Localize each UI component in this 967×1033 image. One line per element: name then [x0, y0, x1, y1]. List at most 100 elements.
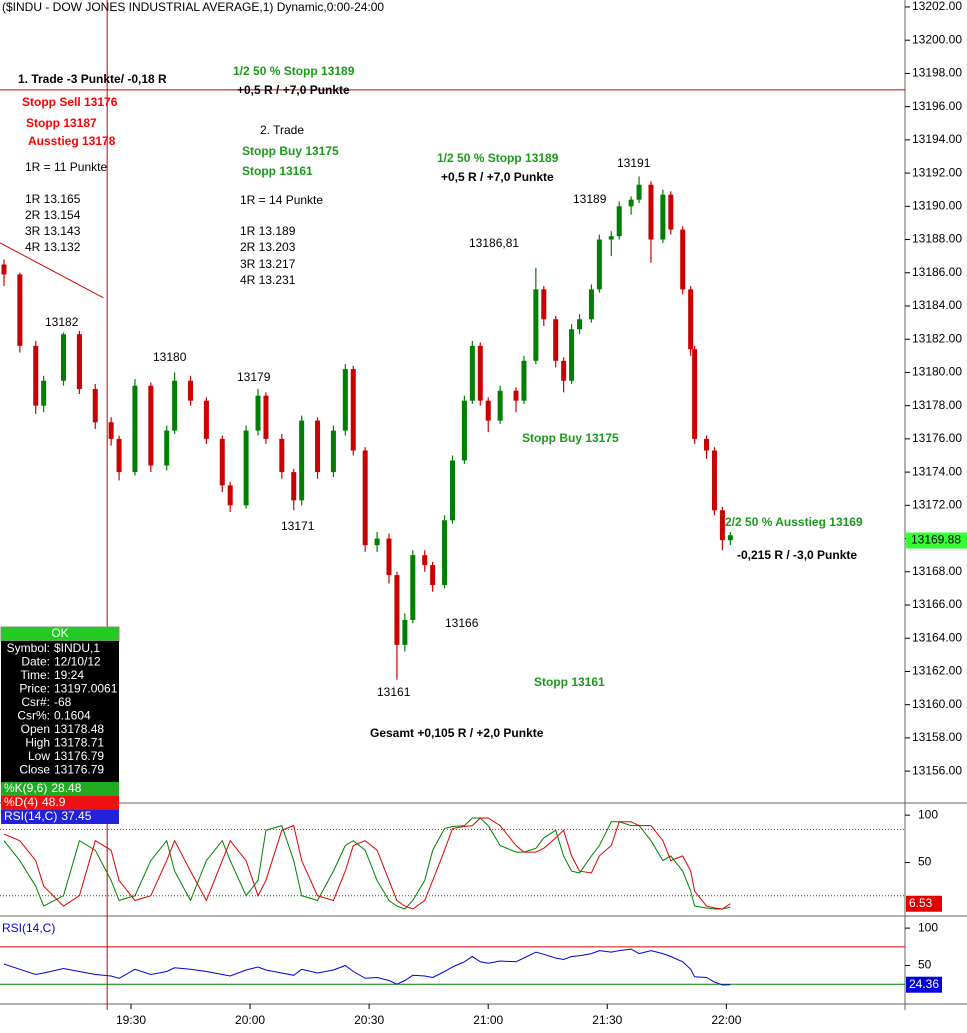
candle-body: [442, 520, 448, 586]
candle-body: [608, 236, 614, 240]
indicator-value: 28.48: [51, 781, 81, 795]
annotation: 1R 13.165: [25, 192, 81, 206]
last-value-label: 6.53: [909, 896, 933, 910]
candle-body: [533, 289, 539, 361]
last-value-label: 24.36: [909, 977, 939, 991]
y-tick-label: 13192.00: [912, 165, 962, 179]
data-window-value: 13178.71: [54, 736, 104, 750]
data-window-value: 13197.0061: [54, 682, 118, 696]
annotation: Stopp Buy 13175: [522, 431, 619, 445]
annotation: 13189: [573, 192, 607, 206]
candle-body: [172, 380, 178, 431]
chart-header: ($INDU - DOW JONES INDUSTRIAL AVERAGE,1)…: [2, 0, 384, 14]
candle-body: [660, 194, 666, 240]
annotation: 13179: [237, 370, 271, 384]
candle-body: [41, 380, 47, 406]
annotation: +0,5 R / +7,0 Punkte: [237, 83, 350, 97]
indicator-line: [3, 948, 731, 986]
candle-body: [668, 194, 674, 230]
candle-body: [350, 369, 356, 451]
data-window-label: High: [25, 736, 50, 750]
candle-body: [616, 206, 622, 237]
annotation: -0,215 R / -3,0 Punkte: [737, 548, 857, 562]
x-tick-label: 21:00: [473, 1013, 503, 1027]
candle-body: [541, 289, 547, 320]
x-tick-label: 19:30: [116, 1013, 146, 1027]
annotation: 13186,81: [469, 236, 519, 250]
data-window-value: 13176.79: [54, 749, 104, 763]
candle-body: [521, 360, 527, 401]
annotation: 2R 13.154: [25, 208, 81, 222]
annotation: 1R 13.189: [240, 224, 296, 238]
data-window-value: 13176.79: [54, 763, 104, 777]
indicator-value: 37.45: [61, 809, 91, 823]
data-window-value: 12/10/12: [54, 655, 101, 669]
candle-body: [711, 450, 717, 511]
candle-body: [108, 422, 114, 439]
indicator-line: [3, 817, 731, 910]
indicator-name: %K(9,6): [4, 781, 47, 795]
annotation: 13180: [153, 350, 187, 364]
candle-body: [148, 385, 154, 466]
data-window-value: -68: [54, 695, 72, 709]
annotation: 4R 13.132: [25, 240, 81, 254]
candle-body: [688, 289, 694, 350]
annotation: Stopp Buy 13175: [242, 144, 339, 158]
annotation: 2R 13.203: [240, 240, 296, 254]
data-window-label: Open: [21, 722, 50, 736]
candle-body: [227, 485, 233, 506]
annotation: +0,5 R / +7,0 Punkte: [441, 170, 554, 184]
candle-body: [362, 450, 368, 546]
candle-body: [386, 538, 392, 576]
y-tick-label: 13178.00: [912, 398, 962, 412]
annotation: 1R = 14 Punkte: [240, 193, 323, 207]
data-window-label: Csr#:: [21, 695, 50, 709]
annotation: Stopp 13187: [26, 116, 97, 130]
candle-body: [76, 334, 82, 390]
candle-body: [92, 389, 98, 423]
candle-body: [680, 229, 686, 290]
y-tick-label: 100: [918, 807, 938, 821]
candle-body: [497, 390, 503, 421]
y-tick-label: 13182.00: [912, 331, 962, 345]
y-tick-label: 13186.00: [912, 265, 962, 279]
candle-body: [374, 538, 380, 546]
candle-body: [588, 289, 594, 320]
annotation: 1/2 50 % Stopp 13189: [233, 64, 355, 78]
candle-body: [33, 345, 39, 406]
candle-body: [330, 430, 336, 473]
annotation: 2. Trade: [260, 123, 304, 137]
candle-body: [243, 430, 249, 506]
indicator-row-bg: [1, 796, 119, 810]
annotation: Stopp 13161: [242, 164, 313, 178]
data-window-label: Csr%:: [17, 709, 50, 723]
candle-body: [279, 438, 285, 473]
candle-body: [450, 460, 455, 521]
candle-body: [561, 360, 567, 381]
y-tick-label: 13172.00: [912, 497, 962, 511]
data-window-value: 19:24: [54, 668, 84, 682]
data-window-status: OK: [51, 626, 68, 640]
candle-body: [17, 274, 23, 346]
candle-body: [299, 420, 305, 501]
indicator-row: %K(9,6) 28.48: [4, 781, 82, 795]
indicator-row-bg: [1, 810, 119, 824]
y-tick-label: 13184.00: [912, 298, 962, 312]
y-tick-label: 13176.00: [912, 431, 962, 445]
annotation: 13171: [281, 519, 315, 533]
y-tick-label: 13164.00: [912, 630, 962, 644]
candle-body: [648, 184, 654, 240]
panel-title: RSI(14,C): [2, 921, 55, 935]
y-tick-label: 13168.00: [912, 564, 962, 578]
candle-body: [255, 395, 261, 431]
candle-body: [719, 510, 725, 541]
y-tick-label: 13180.00: [912, 365, 962, 379]
annotation: Stopp Sell 13176: [22, 95, 118, 109]
x-tick-label: 20:00: [235, 1013, 265, 1027]
candle-body: [636, 184, 642, 200]
data-window-label: Price:: [19, 682, 50, 696]
candle-body: [188, 380, 194, 401]
